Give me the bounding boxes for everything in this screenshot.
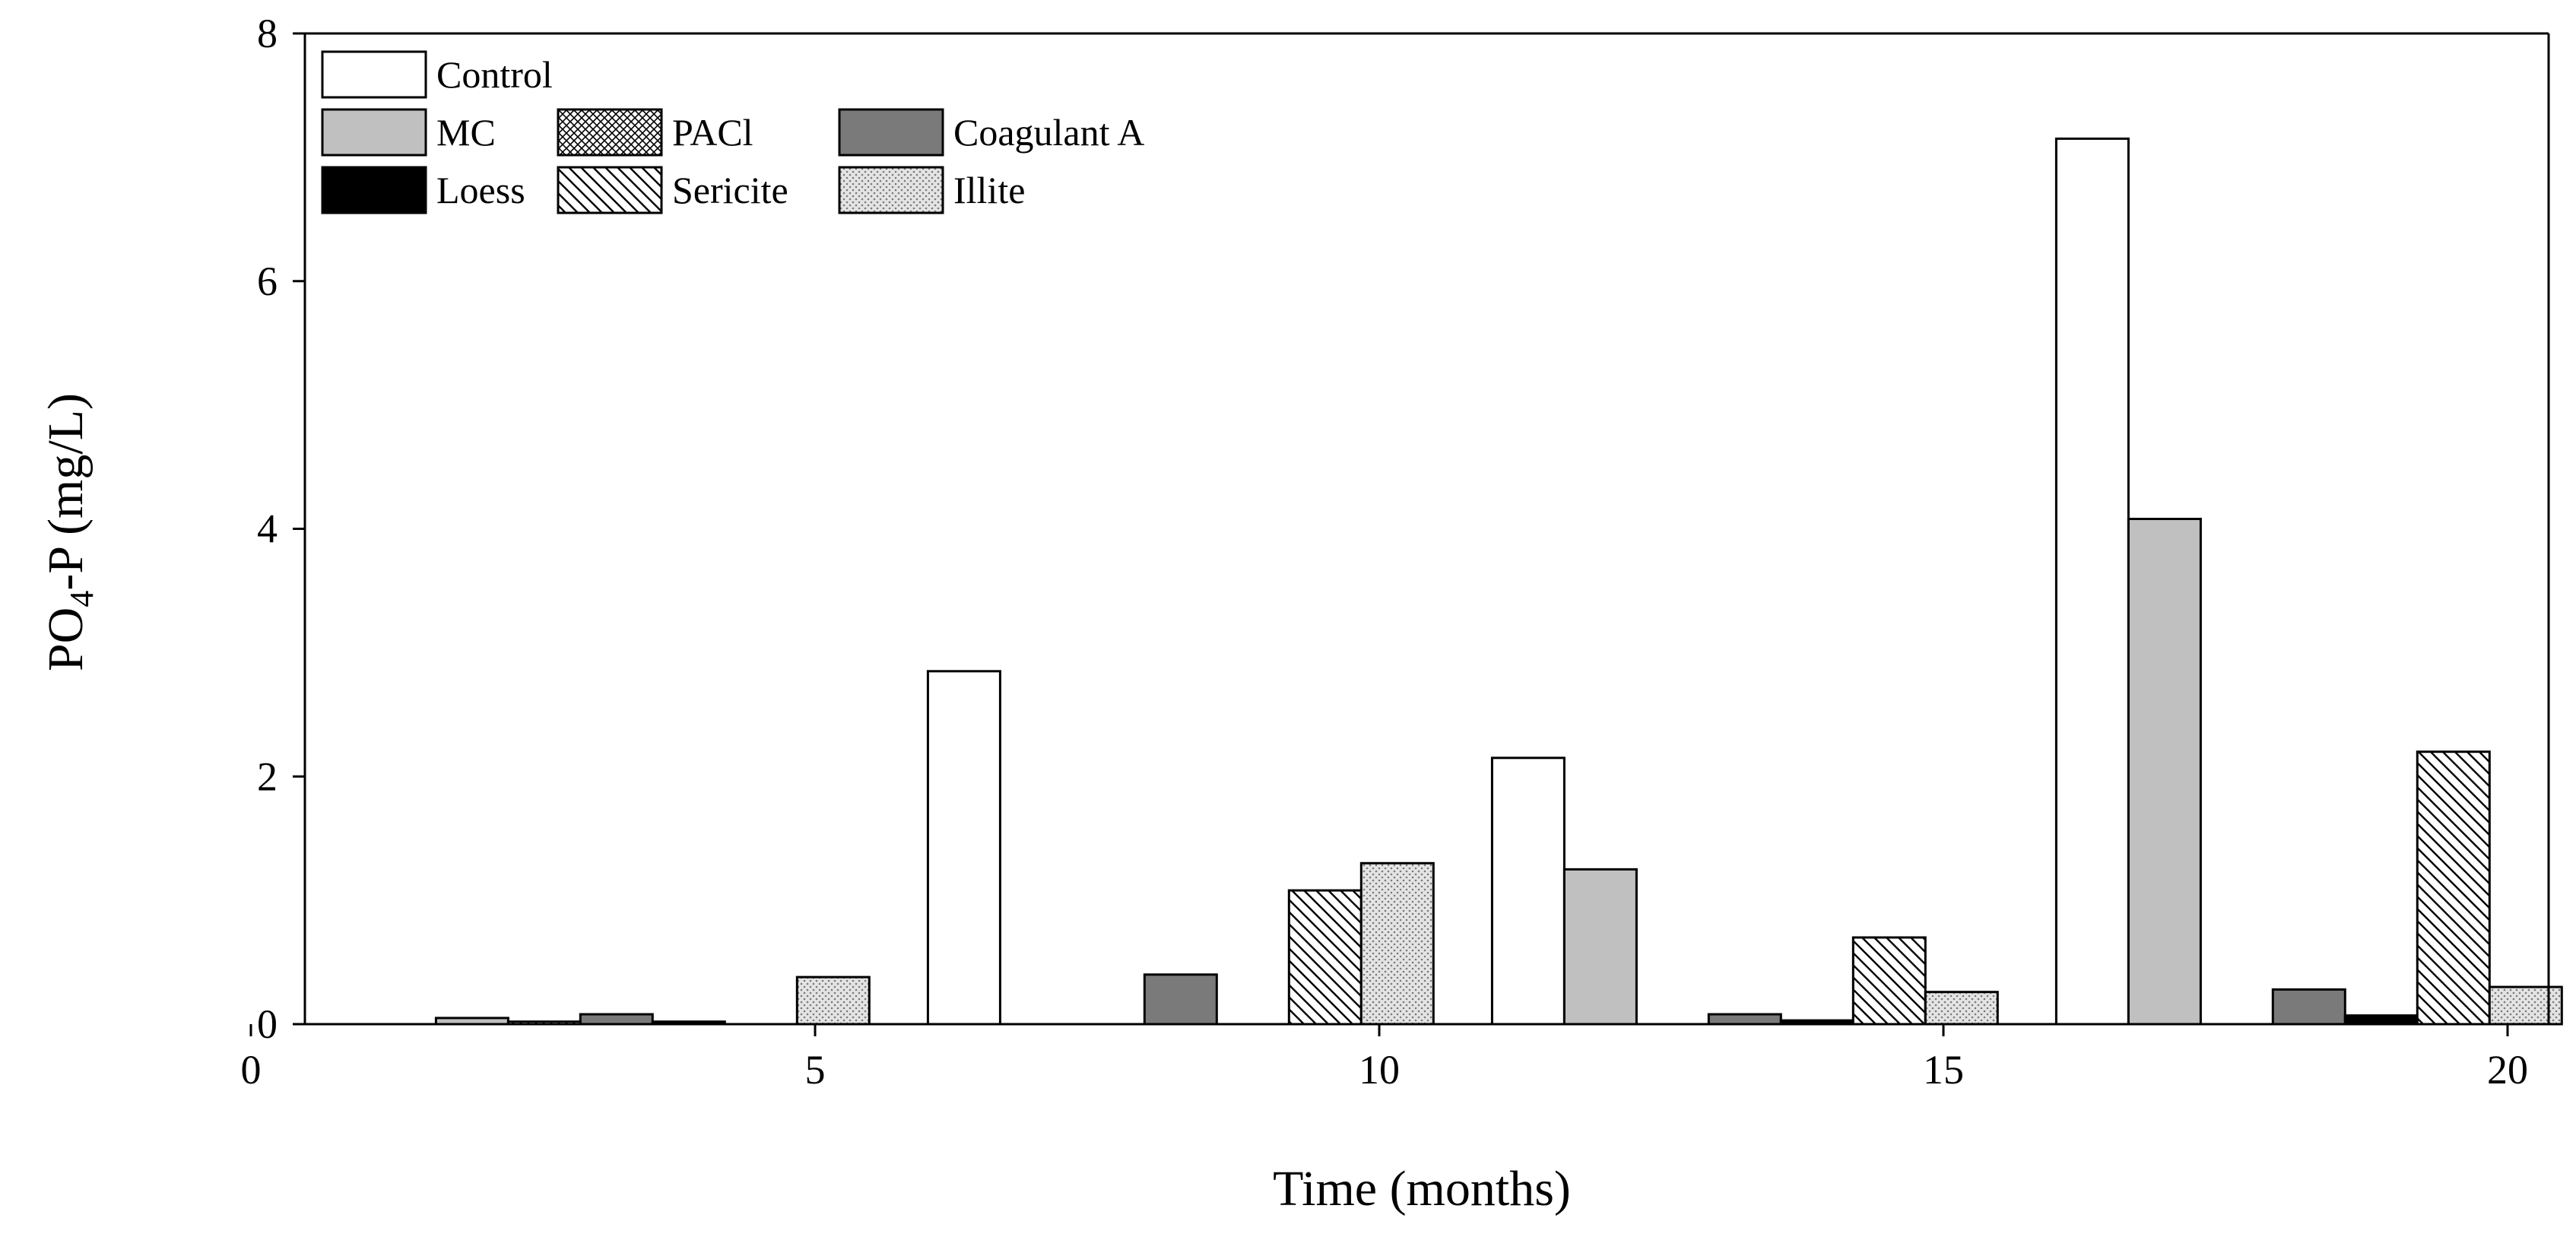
y-axis-title-rest: -P (mg/L): [38, 393, 94, 591]
bar-coagulant-a-8: [1143, 973, 1218, 1026]
legend-label-mc: MC: [436, 111, 496, 154]
bar-control-13: [1490, 757, 1566, 1026]
y-ticks: 0 2 4 6 8: [257, 11, 305, 1047]
legend-swatch-sericite: [557, 166, 663, 214]
y-axis-title-subscript: 4: [63, 591, 100, 607]
x-tick-label-5: 5: [805, 1047, 826, 1093]
legend-label-coagulant-a: Coagulant A: [953, 111, 1144, 154]
bar-sericite-13: [1851, 936, 1927, 1026]
legend-label-pacl: PACl: [672, 111, 753, 154]
y-axis-title: PO4-P (mg/L): [38, 393, 100, 671]
legend-swatch-coagulant-a: [838, 108, 944, 157]
bars-group: [434, 137, 2563, 1026]
bar-sericite-8: [1287, 889, 1363, 1026]
legend: Control MC PACl Coagulant A Loess Sericite Ill…: [321, 50, 1144, 214]
bar-illite-8: [1359, 861, 1435, 1026]
bar-control-8: [926, 670, 1001, 1026]
bar-illite-3: [795, 975, 871, 1026]
legend-swatch-pacl: [557, 108, 663, 157]
y-tick-label-4: 4: [257, 506, 278, 552]
bar-mc-18: [2127, 518, 2202, 1026]
bar-mc-13: [1562, 868, 1638, 1026]
legend-swatch-mc: [321, 108, 427, 157]
x-tick-label-20: 20: [2487, 1047, 2528, 1093]
bar-control-18: [2054, 137, 2130, 1026]
legend-label-sericite: Sericite: [672, 169, 788, 211]
y-tick-label-0: 0: [257, 1001, 278, 1047]
y-tick-label-6: 6: [257, 259, 278, 304]
bar-loess-18: [2343, 1014, 2419, 1026]
legend-swatch-illite: [838, 166, 944, 214]
legend-swatch-control: [321, 50, 427, 99]
bar-coagulant-a-3: [579, 1013, 654, 1026]
x-ticks: 0 5 10 15 20: [241, 1024, 2528, 1093]
bar-illite-18: [2488, 985, 2563, 1026]
x-tick-label-15: 15: [1923, 1047, 1964, 1093]
y-tick-label-8: 8: [257, 11, 278, 56]
legend-label-control: Control: [436, 53, 553, 96]
legend-label-illite: Illite: [953, 169, 1025, 211]
y-tick-label-2: 2: [257, 753, 278, 799]
legend-swatch-loess: [321, 166, 427, 214]
bar-coagulant-a-13: [1707, 1013, 1782, 1026]
bar-sericite-18: [2416, 750, 2491, 1026]
x-axis-title: Time (months): [1273, 1161, 1571, 1217]
bar-illite-13: [1924, 991, 1999, 1026]
y-axis-title-main: PO: [38, 607, 94, 671]
legend-label-loess: Loess: [436, 169, 525, 211]
x-tick-label-0: 0: [241, 1047, 262, 1093]
x-tick-label-10: 10: [1359, 1047, 1400, 1093]
bar-coagulant-a-18: [2271, 988, 2346, 1026]
